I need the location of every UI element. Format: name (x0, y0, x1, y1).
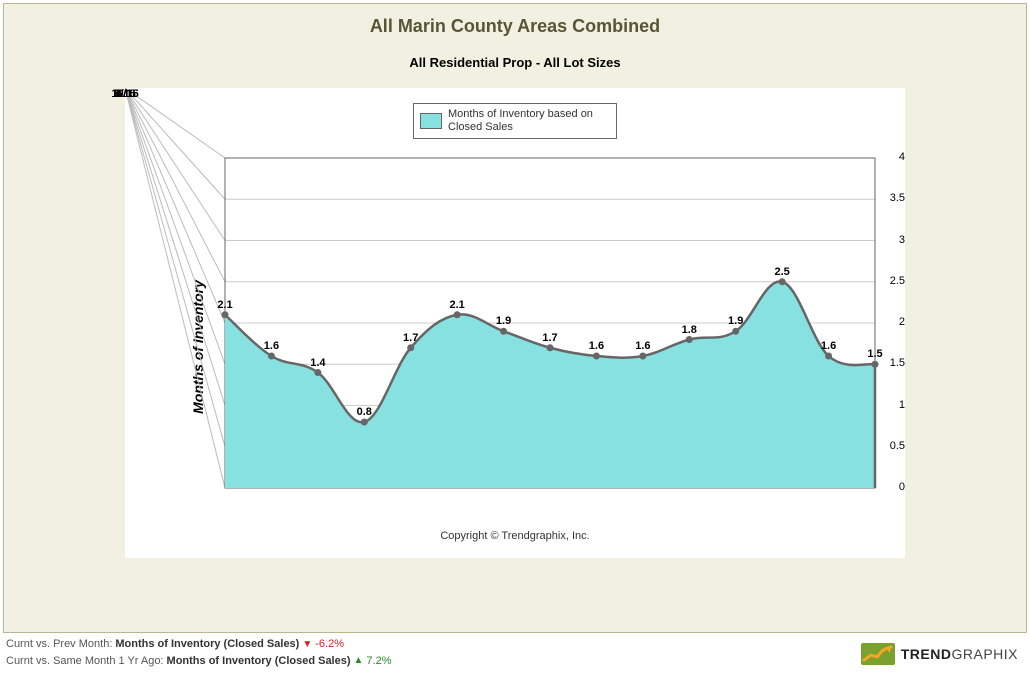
footer-stats: Curnt vs. Prev Month: Months of Inventor… (6, 636, 1024, 673)
data-point-label: 1.9 (728, 315, 743, 327)
stat-metric: Months of Inventory (Closed Sales) (115, 636, 299, 653)
data-point-label: 1.6 (635, 340, 650, 352)
data-point-label: 1.9 (496, 315, 511, 327)
stat-prefix: Curnt vs. Prev Month: (6, 636, 112, 653)
y-tick-label: 4 (875, 151, 905, 163)
brand-prefix: TREND (901, 646, 952, 662)
stat-value: 7.2% (366, 653, 391, 670)
stat-metric: Months of Inventory (Closed Sales) (167, 653, 351, 670)
data-point-label: 1.5 (867, 348, 882, 360)
data-point-label: 1.4 (310, 357, 325, 369)
page-subtitle: All Residential Prop - All Lot Sizes (14, 55, 1016, 70)
page-title: All Marin County Areas Combined (14, 16, 1016, 37)
x-tick-label: 11/16 (112, 88, 139, 100)
chart-panel: All Marin County Areas Combined All Resi… (3, 3, 1027, 633)
data-point-label: 1.6 (589, 340, 604, 352)
data-point-label: 1.7 (403, 332, 418, 344)
brand-suffix: GRAPHIX (951, 646, 1018, 662)
y-tick-label: 2 (875, 316, 905, 328)
data-point-label: 2.1 (217, 299, 232, 311)
trendgraphix-icon (861, 643, 895, 665)
y-tick-label: 1 (875, 399, 905, 411)
y-tick-label: 2.5 (875, 275, 905, 287)
data-point-label: 1.8 (682, 324, 697, 336)
y-tick-label: 0.5 (875, 440, 905, 452)
y-tick-label: 0 (875, 481, 905, 493)
brand-text: TRENDGRAPHIX (901, 644, 1018, 665)
y-tick-label: 3.5 (875, 192, 905, 204)
data-point-label: 2.5 (774, 266, 789, 278)
stat-value: -6.2% (315, 636, 344, 653)
y-tick-label: 3 (875, 234, 905, 246)
data-point-label: 1.7 (542, 332, 557, 344)
copyright-text: Copyright © Trendgraphix, Inc. (440, 530, 589, 542)
stat-prefix: Curnt vs. Same Month 1 Yr Ago: (6, 653, 164, 670)
trend-down-icon: ▼ (302, 637, 312, 652)
data-point-label: 0.8 (357, 406, 372, 418)
brand-logo: TRENDGRAPHIX (861, 643, 1018, 665)
data-point-label: 1.6 (821, 340, 836, 352)
chart-container: Months of Inventory based on Closed Sale… (125, 88, 905, 558)
trend-up-icon: ▲ (354, 653, 364, 668)
data-point-label: 1.6 (264, 340, 279, 352)
area-chart (125, 88, 905, 518)
data-point-label: 2.1 (449, 299, 464, 311)
